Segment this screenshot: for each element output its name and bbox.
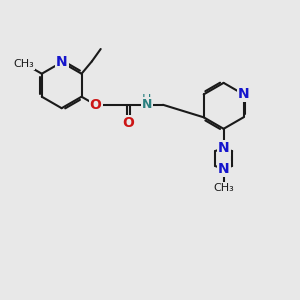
Text: N: N bbox=[56, 55, 68, 69]
Text: O: O bbox=[90, 98, 101, 112]
Text: N: N bbox=[238, 87, 249, 101]
Text: N: N bbox=[218, 141, 230, 155]
Text: N: N bbox=[218, 162, 230, 176]
Text: O: O bbox=[123, 116, 134, 130]
Text: H: H bbox=[142, 93, 152, 106]
Text: CH₃: CH₃ bbox=[13, 59, 34, 69]
Text: CH₃: CH₃ bbox=[213, 183, 234, 193]
Text: N: N bbox=[142, 98, 152, 111]
